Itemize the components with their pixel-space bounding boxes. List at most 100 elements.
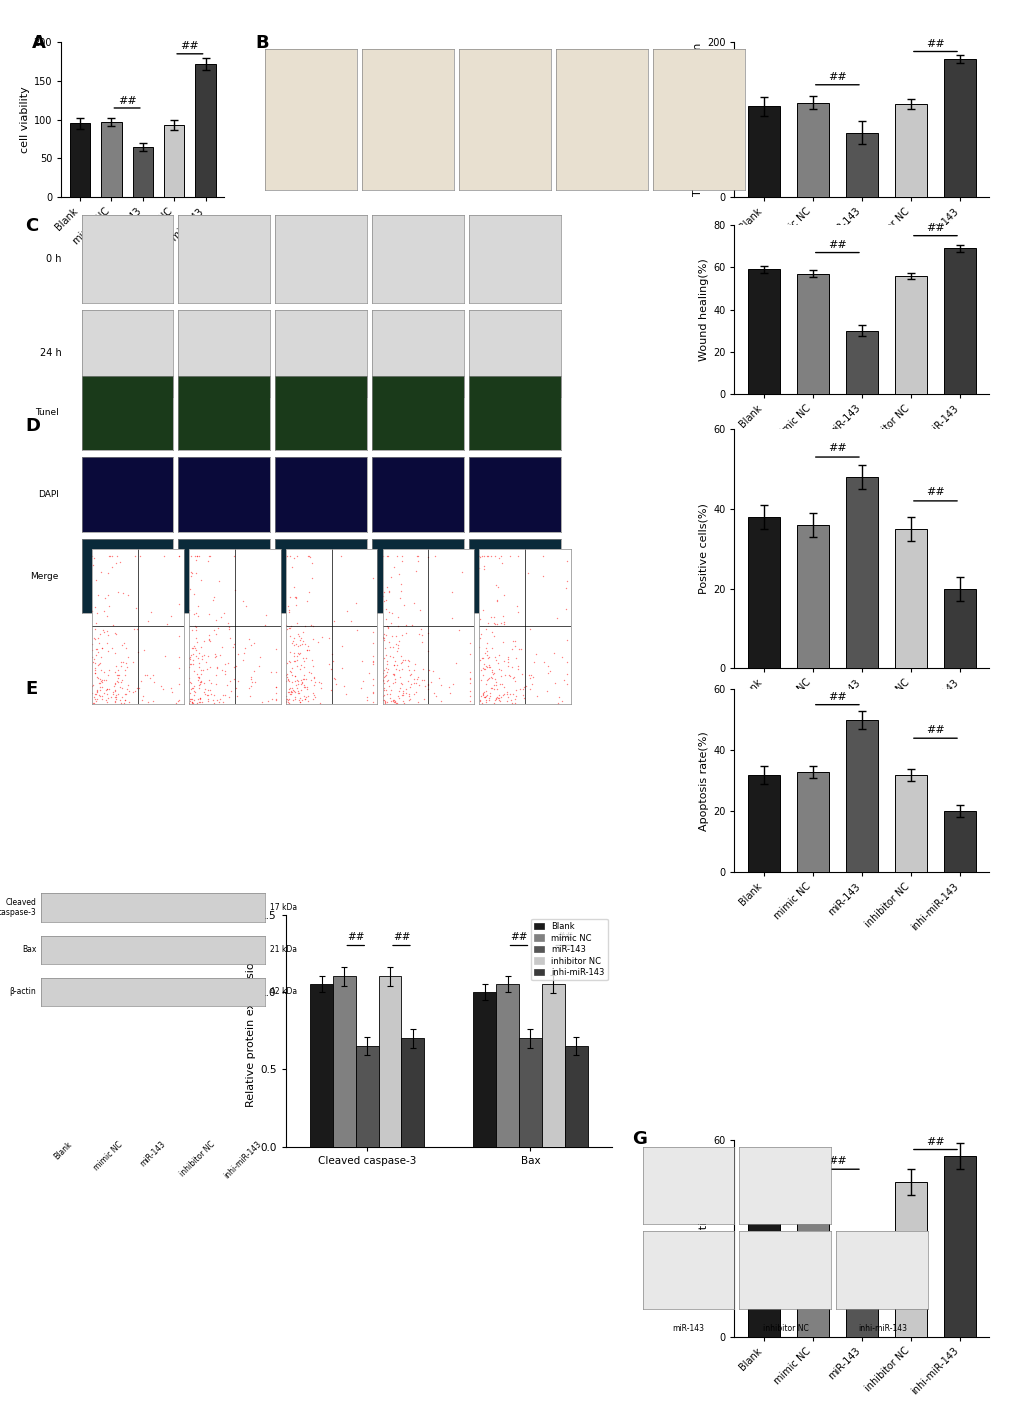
Point [476, 687, 492, 709]
Point [384, 673, 400, 695]
Point [287, 594, 304, 616]
Point [285, 626, 302, 649]
Point [403, 663, 419, 685]
Point [89, 602, 105, 625]
Point [182, 643, 199, 666]
Bar [101, 122, 121, 197]
Point [377, 588, 393, 611]
Point [297, 632, 313, 654]
Point [482, 677, 498, 699]
Point [288, 654, 305, 677]
Point [343, 611, 360, 633]
Point [376, 581, 392, 604]
Point [333, 657, 350, 680]
Point [124, 681, 141, 704]
Point [187, 561, 204, 584]
Point [200, 688, 216, 711]
Point [297, 688, 313, 711]
Point [182, 678, 199, 701]
Point [183, 560, 200, 582]
Point [292, 626, 309, 649]
Point [365, 691, 381, 713]
Point [130, 677, 147, 699]
Point [381, 644, 397, 667]
Point [296, 664, 312, 687]
Point [292, 680, 309, 702]
Point [483, 636, 499, 658]
Point [101, 546, 117, 568]
Point [291, 689, 308, 712]
Bar [541, 985, 565, 1147]
Point [478, 673, 494, 695]
Bar [519, 1038, 541, 1147]
Point [170, 646, 187, 668]
Point [499, 656, 516, 678]
Point [515, 687, 531, 709]
Point [405, 658, 421, 681]
Point [192, 691, 208, 713]
Point [298, 667, 314, 689]
Point [116, 688, 132, 711]
Point [196, 671, 212, 694]
Point [98, 605, 114, 628]
Point [486, 612, 502, 635]
Point [88, 568, 104, 591]
Point [506, 635, 523, 657]
Point [259, 689, 275, 712]
Point [289, 677, 306, 699]
Point [285, 680, 302, 702]
Point [403, 673, 419, 695]
Point [208, 623, 224, 646]
Point [206, 619, 222, 642]
Point [157, 644, 173, 667]
Point [279, 663, 296, 685]
Point [107, 671, 123, 694]
Point [89, 666, 105, 688]
Point [236, 637, 253, 660]
Legend: Blank, mimic NC, miR-143, inhibitor NC, inhi-miR-143: Blank, mimic NC, miR-143, inhibitor NC, … [531, 919, 607, 981]
Bar [894, 1182, 926, 1337]
Point [238, 595, 255, 618]
Point [487, 646, 503, 668]
Text: Bax: Bax [22, 946, 37, 954]
Point [286, 585, 303, 608]
Point [485, 625, 501, 647]
Point [323, 678, 339, 701]
Text: ##: ## [827, 692, 846, 702]
Point [277, 691, 293, 713]
Text: miR-143: miR-143 [139, 1140, 167, 1169]
Point [299, 590, 315, 612]
Point [185, 635, 202, 657]
Point [201, 602, 217, 625]
Point [94, 671, 110, 694]
Point [293, 633, 310, 656]
Point [301, 581, 317, 604]
Point [284, 671, 301, 694]
Point [484, 667, 500, 689]
Point [181, 689, 198, 712]
Point [411, 674, 427, 696]
Point [386, 663, 403, 685]
Point [109, 664, 125, 687]
Point [192, 688, 208, 711]
Point [187, 626, 204, 649]
Point [490, 547, 506, 570]
Point [223, 680, 239, 702]
Point [306, 674, 322, 696]
Point [475, 559, 491, 581]
Point [145, 664, 161, 687]
Point [105, 675, 121, 698]
Point [492, 612, 508, 635]
Point [387, 692, 404, 715]
Point [193, 663, 209, 685]
Point [98, 632, 114, 654]
Point [186, 684, 203, 706]
Point [303, 613, 319, 636]
Point [113, 671, 129, 694]
Point [187, 639, 204, 661]
Bar [378, 976, 401, 1147]
Point [377, 598, 393, 620]
Point [490, 644, 506, 667]
Point [117, 664, 133, 687]
Point [190, 605, 206, 628]
